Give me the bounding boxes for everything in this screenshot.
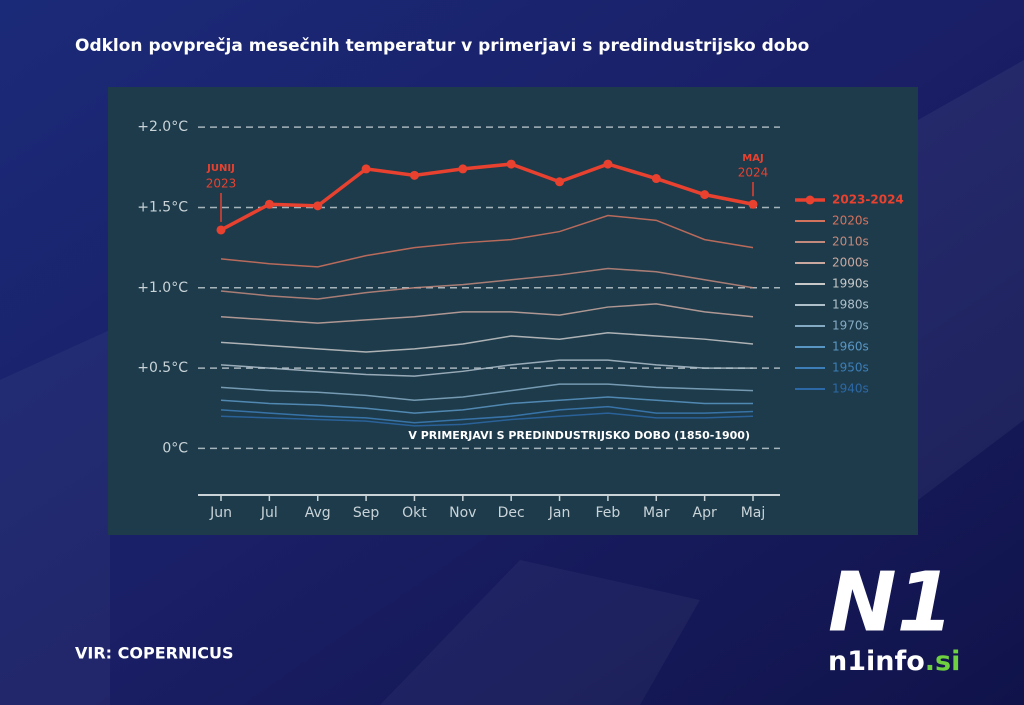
annotation: 2023	[206, 177, 237, 191]
x-tick-label: Feb	[596, 505, 621, 521]
x-tick-label: Sep	[353, 505, 380, 521]
decoration	[0, 330, 110, 705]
marker	[700, 190, 710, 200]
y-tick-label: +1.5°C	[137, 199, 188, 215]
highlight-line	[220, 162, 754, 232]
annotation: JUNIJ	[206, 163, 235, 174]
legend-label: 1970s	[832, 319, 869, 333]
marker	[313, 201, 323, 211]
decade-line	[220, 332, 754, 353]
marker	[216, 225, 226, 235]
x-tick-label: Nov	[449, 505, 476, 521]
marker	[264, 199, 274, 209]
annotation: 2024	[738, 166, 769, 180]
marker	[409, 170, 419, 180]
decoration	[918, 60, 1024, 500]
x-tick-label: Maj	[741, 505, 766, 521]
y-tick-label: +0.5°C	[137, 360, 188, 376]
marker	[361, 164, 371, 174]
baseline-note: V PRIMERJAVI S PREDINDUSTRIJSKO DOBO (18…	[408, 429, 750, 442]
x-tick-label: Jan	[548, 505, 571, 521]
x-tick-label: Mar	[643, 505, 670, 521]
decade-line	[220, 267, 754, 300]
x-tick-label: Apr	[693, 505, 717, 521]
decade-line	[220, 303, 754, 324]
decade-line	[220, 383, 754, 401]
x-tick-label: Dec	[498, 505, 525, 521]
legend-label: 1950s	[832, 361, 869, 375]
legend-marker	[805, 195, 815, 205]
site: n1info	[828, 646, 925, 677]
x-tick-label: Okt	[402, 505, 427, 521]
plot-panel	[108, 87, 918, 535]
y-tick-label: +1.0°C	[137, 280, 188, 296]
marker	[555, 177, 565, 187]
y-tick-label: 0°C	[162, 440, 188, 456]
decade-line	[220, 405, 754, 424]
logo: N1	[828, 555, 954, 650]
legend-label: 1940s	[832, 382, 869, 396]
source: VIR: COPERNICUS	[75, 644, 234, 663]
decade-line	[220, 359, 753, 377]
site-suffix: .si	[925, 646, 961, 677]
x-tick-label: Jun	[209, 505, 232, 521]
chart-title: Odklon povprečja mesečnih temperatur v p…	[75, 36, 809, 56]
legend-label: 1980s	[832, 298, 869, 312]
marker	[603, 159, 613, 169]
legend-label: 2023-2024	[832, 193, 904, 207]
legend-label: 2020s	[832, 214, 869, 228]
annotation: MAJ	[742, 153, 763, 164]
marker	[458, 164, 468, 174]
decade-line	[220, 214, 754, 268]
site-name: n1info.si	[828, 646, 960, 677]
legend-label: 1990s	[832, 277, 869, 291]
y-tick-label: +2.0°C	[137, 119, 188, 135]
legend-label: 2000s	[832, 256, 869, 270]
marker	[506, 159, 516, 169]
legend-label: 1960s	[832, 340, 869, 354]
marker	[748, 199, 758, 209]
x-tick-label: Avg	[305, 505, 331, 521]
decoration	[380, 560, 700, 705]
x-tick-label: Jul	[260, 505, 278, 521]
legend-label: 2010s	[832, 235, 869, 249]
decade-line	[220, 396, 753, 414]
marker	[651, 174, 661, 184]
decade-line	[220, 412, 754, 427]
